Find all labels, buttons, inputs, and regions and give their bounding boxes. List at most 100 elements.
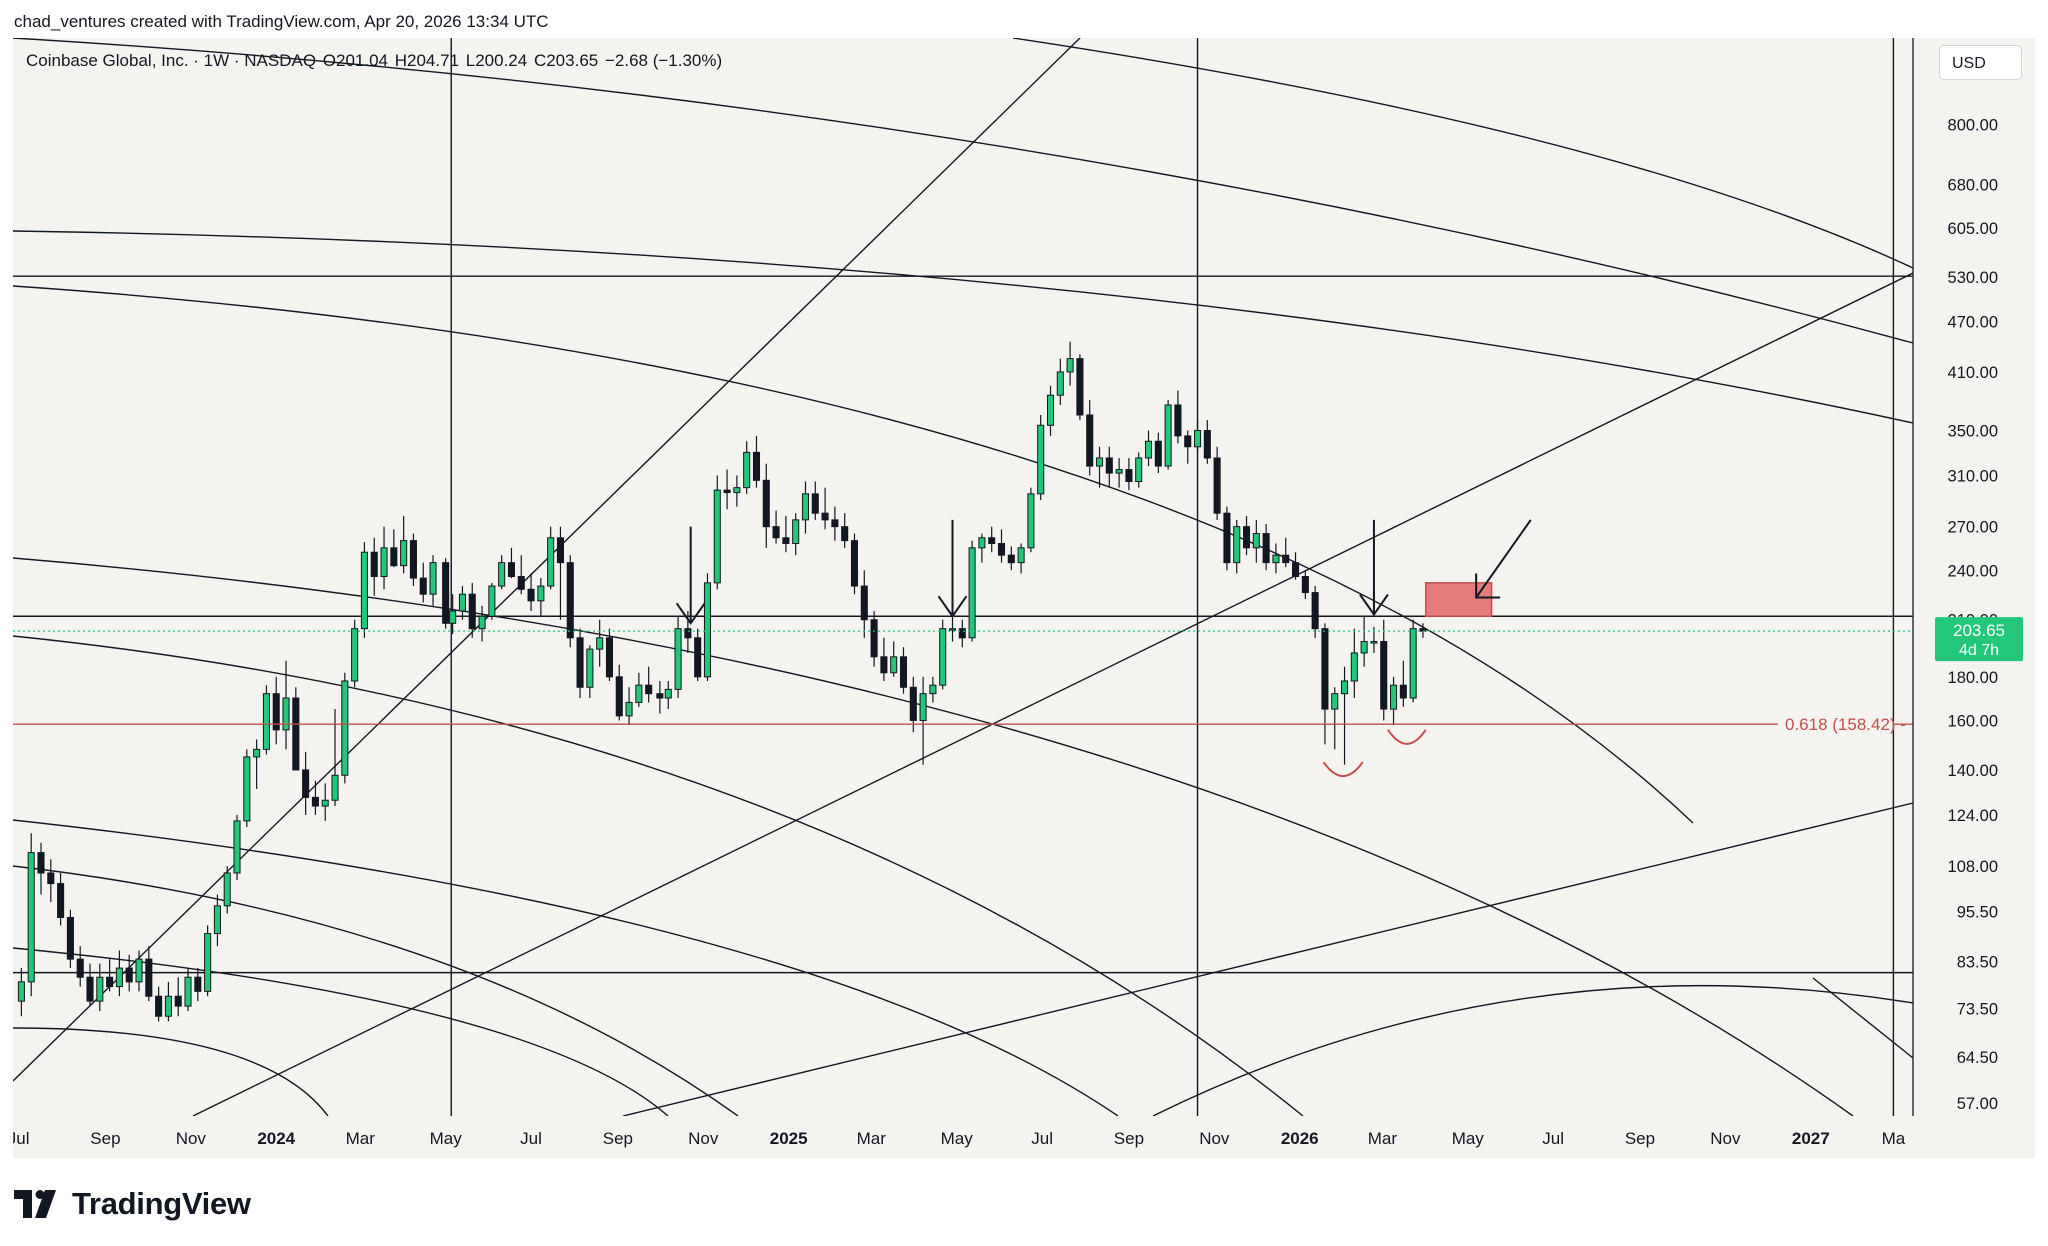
candle[interactable]: [17, 968, 25, 1017]
tradingview-logo[interactable]: TradingView: [14, 1184, 251, 1224]
candle[interactable]: [733, 475, 741, 507]
candle[interactable]: [1017, 543, 1025, 574]
candle[interactable]: [213, 894, 221, 947]
candle[interactable]: [1399, 660, 1407, 707]
candle[interactable]: [86, 963, 94, 1007]
annotation-arrow-shaft[interactable]: [1475, 519, 1532, 599]
candle[interactable]: [106, 959, 114, 992]
candle[interactable]: [1282, 537, 1290, 568]
candle[interactable]: [1321, 623, 1329, 745]
drawing-arc[interactable]: [13, 865, 739, 1116]
candle[interactable]: [1066, 341, 1074, 386]
candle[interactable]: [792, 513, 800, 556]
candle[interactable]: [1203, 420, 1211, 464]
candle[interactable]: [468, 582, 476, 638]
candle[interactable]: [145, 946, 153, 1002]
candle[interactable]: [380, 526, 388, 590]
candle[interactable]: [449, 594, 457, 635]
current-price-badge[interactable]: [1935, 617, 2023, 662]
candle[interactable]: [958, 619, 966, 648]
candle[interactable]: [625, 687, 633, 726]
candle[interactable]: [1233, 519, 1241, 574]
double-bottom-arc[interactable]: [1322, 761, 1364, 778]
candle[interactable]: [390, 529, 398, 568]
candle[interactable]: [1115, 457, 1123, 488]
candle[interactable]: [66, 909, 74, 969]
candle[interactable]: [1360, 616, 1368, 667]
candle[interactable]: [311, 780, 319, 815]
candle[interactable]: [164, 981, 172, 1022]
candle[interactable]: [223, 866, 231, 914]
candle[interactable]: [321, 783, 329, 821]
candle[interactable]: [1242, 515, 1251, 556]
candle[interactable]: [880, 637, 888, 681]
candle[interactable]: [262, 685, 270, 755]
chart-canvas[interactable]: 0.618 (158.42) - 920.00800.00680.00605.0…: [13, 38, 2035, 1158]
candle[interactable]: [801, 481, 810, 534]
candle[interactable]: [821, 487, 829, 530]
candle[interactable]: [1076, 354, 1084, 421]
candle[interactable]: [1252, 519, 1260, 563]
candle[interactable]: [1105, 446, 1113, 488]
candle[interactable]: [96, 963, 104, 1012]
candle[interactable]: [547, 526, 555, 590]
candle[interactable]: [47, 859, 55, 903]
candle[interactable]: [978, 533, 986, 563]
drawing-arc[interactable]: [13, 635, 1304, 1116]
candle[interactable]: [282, 660, 290, 750]
candle[interactable]: [635, 672, 643, 707]
candle[interactable]: [1331, 687, 1339, 750]
candle[interactable]: [1311, 586, 1319, 638]
drawing-arc[interactable]: [13, 947, 669, 1116]
candle[interactable]: [929, 676, 937, 703]
candle[interactable]: [743, 441, 751, 494]
candle[interactable]: [596, 619, 604, 667]
candle[interactable]: [713, 475, 721, 590]
candle[interactable]: [811, 481, 819, 520]
drawing-fan-line[interactable]: [192, 272, 1913, 1116]
candle[interactable]: [1193, 420, 1202, 453]
candle[interactable]: [1144, 430, 1153, 467]
drawing-arc[interactable]: [13, 557, 1854, 1116]
candle[interactable]: [302, 751, 310, 815]
candle[interactable]: [498, 555, 506, 590]
candle[interactable]: [429, 555, 437, 606]
candle[interactable]: [1037, 414, 1045, 501]
candle[interactable]: [507, 547, 515, 579]
drawing-arc[interactable]: [1012, 38, 1913, 269]
candle[interactable]: [566, 555, 574, 648]
candle[interactable]: [723, 469, 731, 510]
candle[interactable]: [939, 619, 947, 690]
candle[interactable]: [772, 510, 780, 544]
candle[interactable]: [27, 833, 35, 997]
candle[interactable]: [292, 687, 300, 771]
candle[interactable]: [517, 555, 525, 595]
candle[interactable]: [664, 680, 672, 710]
candle[interactable]: [1409, 619, 1417, 703]
candle[interactable]: [174, 977, 182, 1017]
drawing-arc[interactable]: [1812, 977, 1913, 1059]
candle[interactable]: [762, 463, 770, 548]
candle[interactable]: [645, 666, 653, 703]
candle[interactable]: [194, 968, 202, 1002]
candle[interactable]: [409, 533, 417, 587]
candle[interactable]: [890, 641, 898, 677]
symbol-legend[interactable]: Coinbase Global, Inc. · 1W · NASDAQ O201…: [26, 51, 724, 71]
candle[interactable]: [184, 968, 192, 1012]
candle[interactable]: [478, 605, 486, 642]
candle[interactable]: [1135, 452, 1143, 488]
candle[interactable]: [243, 749, 251, 828]
candle[interactable]: [1184, 430, 1192, 464]
candle[interactable]: [1272, 543, 1280, 574]
candle[interactable]: [656, 680, 664, 714]
candle[interactable]: [586, 645, 594, 699]
candle[interactable]: [370, 537, 378, 596]
candle[interactable]: [674, 616, 682, 699]
candle[interactable]: [556, 526, 564, 620]
candle[interactable]: [135, 950, 143, 992]
candle[interactable]: [419, 562, 427, 603]
candle[interactable]: [272, 676, 280, 745]
candle[interactable]: [1213, 446, 1221, 520]
chart-area[interactable]: 0.618 (158.42) - 920.00800.00680.00605.0…: [13, 38, 2035, 1158]
candle[interactable]: [1223, 506, 1231, 571]
